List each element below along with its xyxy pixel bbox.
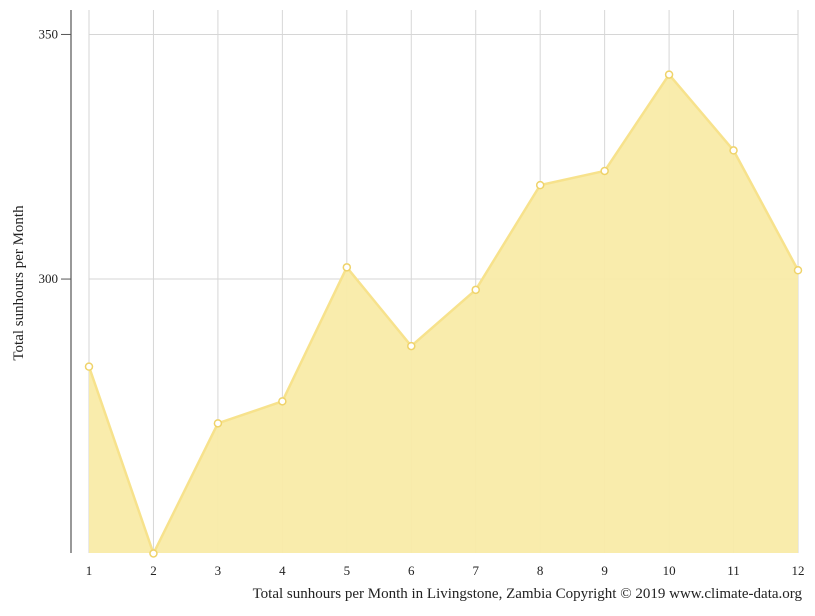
y-axis-title: Total sunhours per Month [11,205,27,361]
x-tick-label-4: 4 [279,563,286,578]
data-point-month-7 [471,285,480,295]
x-tick-label-9: 9 [601,563,608,578]
x-tick-label-10: 10 [663,563,676,578]
series-line [87,73,800,555]
x-tick-label-2: 2 [150,563,157,578]
data-point-month-1 [84,362,94,371]
data-point-month-6 [407,341,416,351]
x-tick-label-7: 7 [472,563,479,578]
data-point-month-9 [600,166,609,176]
y-tick-label-350: 350 [39,26,59,41]
x-tick-label-8: 8 [537,563,544,578]
area-layer [87,73,800,555]
data-point-month-10 [664,70,674,79]
y-tick-label-300: 300 [39,271,59,286]
data-point-month-2 [149,549,158,558]
data-point-month-12 [793,265,803,275]
x-tick-label-11: 11 [727,563,740,578]
data-point-month-11 [729,146,738,155]
x-tick-label-3: 3 [215,563,222,578]
marker-layer [84,70,803,558]
data-point-month-5 [342,263,352,272]
axis-layer [61,10,72,553]
chart-caption: Total sunhours per Month in Livingstone,… [253,586,803,602]
x-tick-label-12: 12 [792,563,805,578]
x-tick-label-6: 6 [408,563,415,578]
data-point-month-3 [213,419,223,428]
x-tick-label-1: 1 [86,563,93,578]
x-tick-label-5: 5 [344,563,351,578]
data-point-month-8 [535,180,545,190]
data-point-month-4 [278,397,287,406]
area-fill [89,74,798,554]
